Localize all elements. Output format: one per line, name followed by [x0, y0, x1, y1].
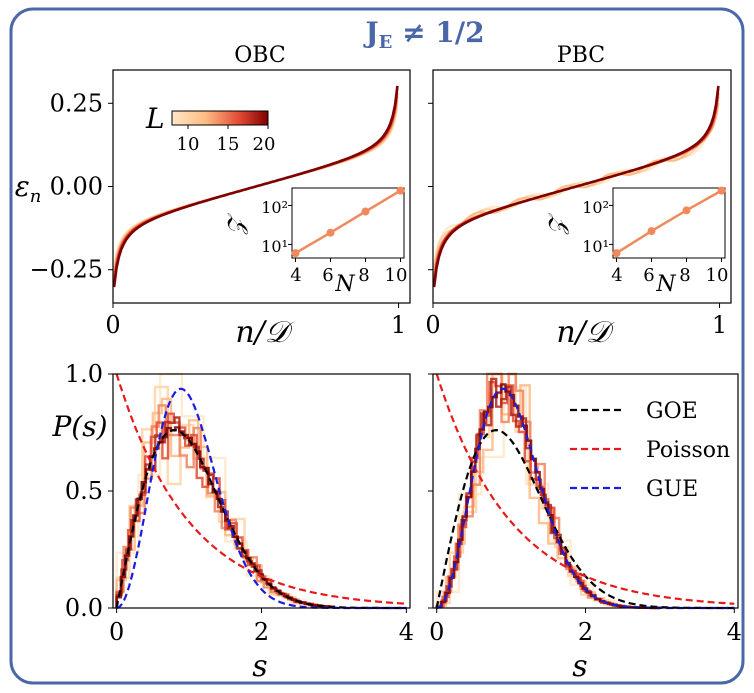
inset-point — [612, 249, 621, 258]
inset-xlabel-obc: N — [334, 272, 355, 297]
inset-ylabel-obc: 𝒵 — [224, 212, 249, 235]
panel-pbc-spacing: 0 2 4 s GOE Poisson GUE — [428, 372, 742, 684]
panel-obc-eigen: OBC 0 1 0.25 0.00 −0.25 εn n/𝒟 L 10 15 20 — [15, 43, 411, 350]
inset-line — [294, 189, 402, 255]
legend-label-gue: GUE — [646, 477, 698, 502]
ytick-label: −0.25 — [29, 256, 103, 284]
inset-xtick-4-pbc: 4 — [611, 265, 622, 286]
legend-label-goe: GOE — [646, 399, 698, 424]
xlabel-pbc-eigen: n/𝒟 — [556, 315, 614, 350]
inset-xtick-10-pbc: 10 — [706, 265, 729, 286]
xtick-label: 0 — [425, 311, 440, 339]
xlabel-obc-eigen: n/𝒟 — [235, 315, 293, 350]
legend: GOE Poisson GUE — [570, 399, 730, 502]
colorbar-ticklabel-20: 20 — [253, 134, 276, 155]
inset-xlabel-pbc: N — [655, 272, 676, 297]
eigen-lines-obc — [112, 85, 399, 288]
colorbar-ticklabel-10: 10 — [177, 134, 200, 155]
inset-xtick-6-obc: 6 — [322, 265, 333, 286]
inset-marks-obc — [288, 186, 405, 262]
ylabel-obc-eigen: εn — [15, 170, 42, 207]
inset-ytick-100-pbc: 10² — [582, 198, 609, 217]
xtick-label: 1 — [391, 311, 406, 339]
xtick-label: 4 — [727, 618, 742, 646]
eigen-series-L20 — [432, 85, 720, 288]
inset-obc: 𝒵 10² 10¹ 4 6 8 10 N — [224, 186, 408, 297]
panel-title-pbc: PBC — [557, 43, 605, 68]
inset-point — [396, 186, 405, 195]
inset-ylabel-pbc: 𝒵 — [545, 212, 570, 235]
inset-xtick-4-obc: 4 — [290, 265, 301, 286]
inset-point — [717, 186, 726, 195]
inset-xtick-6-pbc: 6 — [643, 265, 654, 286]
ticks-pbc-spacing: 0 2 4 — [428, 373, 742, 646]
inset-line — [615, 189, 723, 255]
xtick-label: 2 — [254, 618, 269, 646]
xtick-label: 4 — [399, 618, 414, 646]
ticks-obc-eigen: 0 1 0.25 0.00 −0.25 — [29, 89, 406, 339]
inset-point — [326, 228, 335, 237]
inset-point — [647, 227, 656, 236]
reference-curve-poisson — [115, 373, 407, 605]
inset-point — [291, 249, 300, 258]
eigen-series-L20 — [112, 85, 399, 288]
xtick-label: 2 — [578, 618, 593, 646]
ytick-label: 0.00 — [50, 173, 103, 201]
figure-title: JE ≠ 1/2 — [362, 16, 484, 53]
inset-point — [361, 207, 370, 216]
xlabel-obc-spacing: s — [252, 649, 267, 684]
inset-xtick-8-pbc: 8 — [679, 265, 690, 286]
xtick-label: 0 — [109, 618, 124, 646]
figure-title-rest: ≠ 1/2 — [392, 16, 484, 49]
panel-title-obc: OBC — [234, 43, 285, 68]
ytick-label: 1.0 — [65, 360, 103, 388]
figure-frame — [9, 7, 745, 685]
ytick-label: 0.0 — [65, 594, 103, 622]
ticks-obc-spacing: 0 2 4 1.0 0.5 0.0 — [65, 360, 414, 646]
colorbar: L 10 15 20 — [145, 102, 275, 155]
spacing-histogram-L20 — [115, 426, 336, 609]
inset-marks-pbc — [609, 186, 726, 262]
inset-ytick-10-obc: 10¹ — [261, 237, 288, 256]
inset-ytick-10-pbc: 10¹ — [582, 237, 609, 256]
reference-curve-gue — [436, 387, 735, 610]
inset-xtick-10-obc: 10 — [385, 265, 408, 286]
colorbar-ticklabel-15: 15 — [217, 134, 240, 155]
panel-obc-spacing: 0 2 4 1.0 0.5 0.0 P(s) s — [51, 360, 414, 684]
xlabel-pbc-spacing: s — [572, 649, 587, 684]
eigen-lines-pbc — [432, 85, 720, 288]
inset-pbc: 𝒵 10² 10¹ 4 6 8 10 N — [545, 186, 729, 297]
figure-title-sub: E — [379, 32, 393, 53]
xtick-label: 1 — [712, 311, 727, 339]
figure-title-main: J — [362, 16, 378, 49]
xtick-label: 0 — [105, 311, 120, 339]
ytick-label: 0.5 — [65, 477, 103, 505]
inset-point — [682, 206, 691, 215]
colorbar-gradient — [171, 110, 269, 126]
xtick-label: 0 — [429, 618, 444, 646]
inset-xtick-8-obc: 8 — [358, 265, 369, 286]
inset-ytick-100-obc: 10² — [261, 198, 288, 217]
colorbar-label: L — [145, 102, 165, 135]
ylabel-obc-spacing: P(s) — [51, 410, 107, 443]
reference-curve-poisson — [435, 373, 735, 605]
legend-label-poisson: Poisson — [646, 438, 730, 463]
ytick-label: 0.25 — [50, 89, 103, 117]
